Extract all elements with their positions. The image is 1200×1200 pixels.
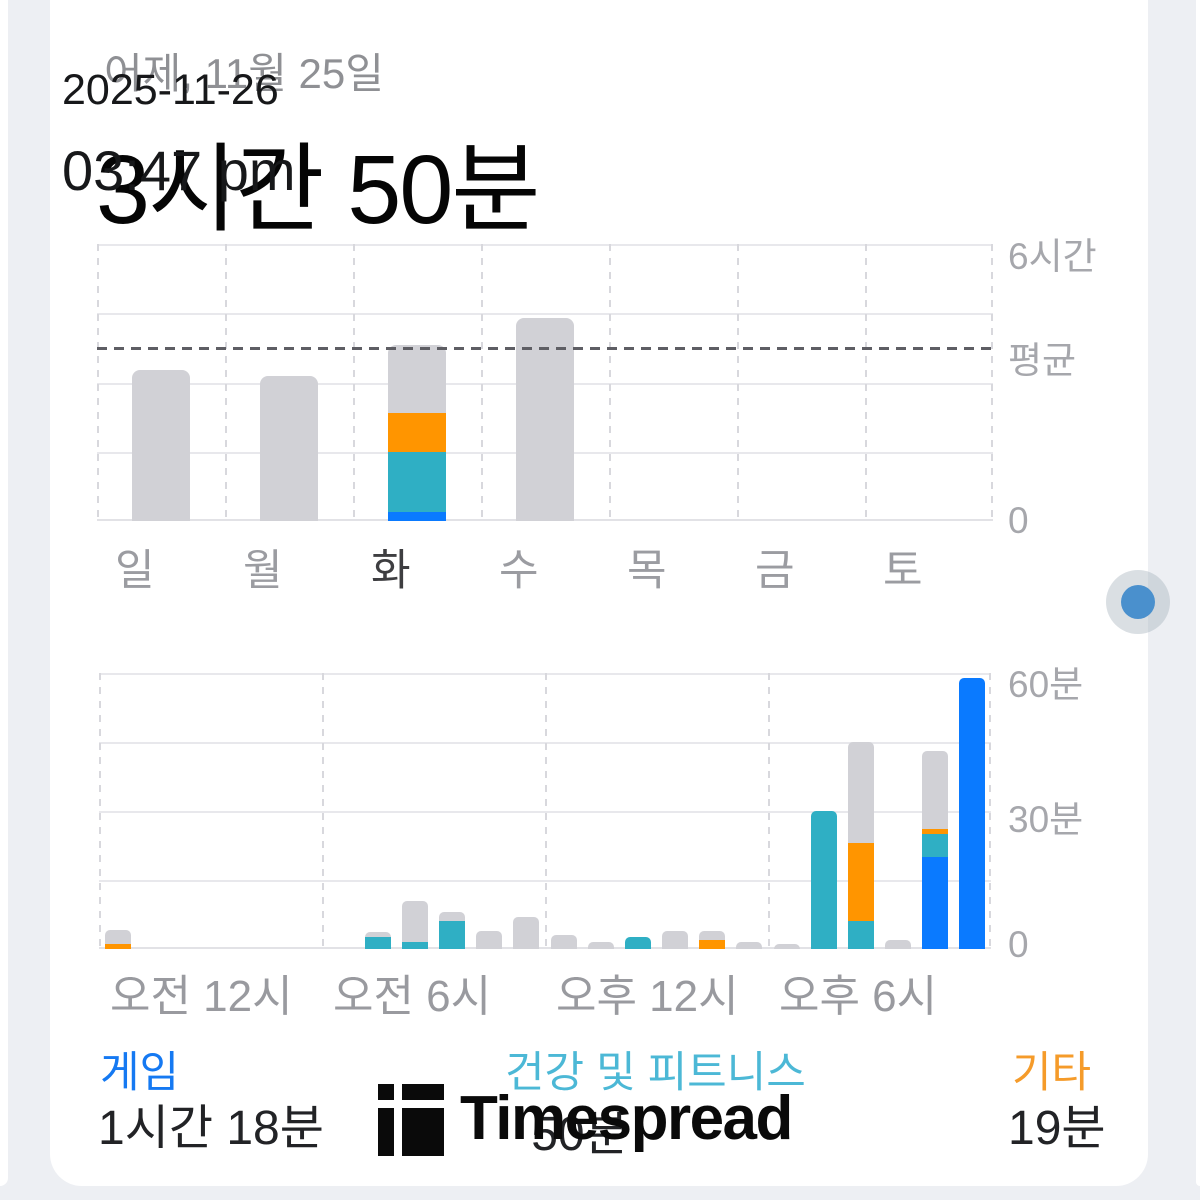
overlay-date-text: 2025-11-26 <box>62 66 279 114</box>
bar-segment-orange[interactable] <box>388 413 446 452</box>
bar-segment-teal[interactable] <box>439 921 465 949</box>
bar-segment-gray[interactable] <box>699 931 725 940</box>
gridline-vertical-dashed <box>609 244 611 521</box>
bar-segment-orange[interactable] <box>699 940 725 949</box>
gridline-horizontal <box>97 244 993 246</box>
legend-label-games[interactable]: 게임 <box>100 1049 180 1097</box>
bar-segment-gray[interactable] <box>551 935 577 949</box>
legend-value-games: 1시간 18분 <box>98 1102 324 1155</box>
bar-segment-gray[interactable] <box>260 376 318 521</box>
bar-segment-gray[interactable] <box>513 917 539 949</box>
day-label-mon[interactable]: 월 <box>243 547 283 595</box>
gridline-vertical-dashed <box>545 673 547 949</box>
bar-segment-teal[interactable] <box>922 834 948 857</box>
weekly-usage-chart[interactable] <box>97 244 993 521</box>
bar-segment-teal[interactable] <box>811 811 837 949</box>
daily-ymax-label: 60분 <box>1008 664 1084 705</box>
gridline-vertical-dashed <box>737 244 739 521</box>
bar-segment-orange[interactable] <box>922 829 948 834</box>
screen-time-card <box>50 0 1148 1186</box>
legend-label-other[interactable]: 기타 <box>1012 1049 1092 1097</box>
bar-segment-gray[interactable] <box>132 370 190 521</box>
weekly-average-label: 평균 <box>1008 340 1077 381</box>
average-line <box>97 347 993 350</box>
hour-label-12pm: 오후 12시 <box>556 972 739 1021</box>
bar-segment-blue[interactable] <box>959 678 985 949</box>
total-screen-time-title: 3시간 50분 <box>96 135 541 244</box>
gridline-vertical-dashed <box>865 244 867 521</box>
bar-segment-gray[interactable] <box>662 931 688 949</box>
legend-value-health-fitness: 50분 <box>531 1108 629 1161</box>
bar-segment-gray[interactable] <box>885 940 911 949</box>
bar-segment-blue[interactable] <box>388 512 446 521</box>
hour-label-6pm: 오후 6시 <box>779 972 938 1021</box>
timespread-logo-text: Timespread <box>460 1084 793 1153</box>
day-label-sat[interactable]: 토 <box>883 547 923 595</box>
bar-segment-teal[interactable] <box>848 921 874 949</box>
hour-label-6am: 오전 6시 <box>333 972 492 1021</box>
day-label-fri[interactable]: 금 <box>755 547 795 595</box>
gridline-vertical-dashed <box>991 244 993 521</box>
adjacent-card-right <box>1196 0 1200 1186</box>
legend-label-health-fitness[interactable]: 건강 및 피트니스 <box>505 1049 806 1097</box>
daily-yzero-label: 0 <box>1008 924 1029 965</box>
overlay-time-text: 03:47 pm <box>62 139 296 202</box>
bar-segment-gray[interactable] <box>476 931 502 949</box>
bar-segment-gray[interactable] <box>388 345 446 413</box>
day-label-thu[interactable]: 목 <box>627 547 667 595</box>
bar-segment-gray[interactable] <box>365 932 391 937</box>
relative-date-label: 어제, 11월 25일 <box>104 50 384 97</box>
daily-ymid-label: 30분 <box>1008 799 1084 840</box>
gridline-vertical-dashed <box>99 673 101 949</box>
bar-segment-gray[interactable] <box>105 930 131 944</box>
bar-segment-orange[interactable] <box>105 944 131 949</box>
bar-segment-teal[interactable] <box>402 942 428 949</box>
timespread-logo-icon <box>378 1082 444 1156</box>
bar-segment-teal[interactable] <box>625 937 651 949</box>
legend-value-other: 19분 <box>1008 1102 1106 1155</box>
tap-indicator-dot <box>1121 585 1155 619</box>
bar-segment-gray[interactable] <box>922 751 948 829</box>
weekly-yzero-label: 0 <box>1008 500 1029 541</box>
bar-segment-gray[interactable] <box>516 318 574 521</box>
bar-segment-blue[interactable] <box>922 857 948 949</box>
gridline-vertical-dashed <box>322 673 324 949</box>
hourly-usage-chart[interactable] <box>99 673 991 949</box>
gridline-vertical-dashed <box>225 244 227 521</box>
bar-segment-gray[interactable] <box>402 901 428 942</box>
day-label-wed[interactable]: 수 <box>499 547 539 595</box>
hour-label-12am: 오전 12시 <box>110 972 293 1021</box>
weekly-ymax-label: 6시간 <box>1008 236 1097 277</box>
bar-segment-teal[interactable] <box>365 937 391 949</box>
gridline-vertical-dashed <box>353 244 355 521</box>
bar-segment-gray[interactable] <box>736 942 762 949</box>
gridline-vertical-dashed <box>481 244 483 521</box>
gridline-vertical-dashed <box>989 673 991 949</box>
bar-segment-gray[interactable] <box>439 912 465 921</box>
bar-segment-teal[interactable] <box>388 452 446 512</box>
timespread-watermark: Timespread <box>378 1082 793 1156</box>
bar-segment-gray[interactable] <box>848 742 874 843</box>
bar-segment-gray[interactable] <box>774 944 800 949</box>
bar-segment-gray[interactable] <box>588 942 614 949</box>
adjacent-card-left <box>0 0 8 1186</box>
gridline-vertical-dashed <box>768 673 770 949</box>
day-label-sun[interactable]: 일 <box>115 547 155 595</box>
day-label-tue-selected[interactable]: 화 <box>371 547 411 595</box>
gridline-vertical-dashed <box>97 244 99 521</box>
gridline-horizontal <box>97 313 993 315</box>
bar-segment-orange[interactable] <box>848 843 874 921</box>
